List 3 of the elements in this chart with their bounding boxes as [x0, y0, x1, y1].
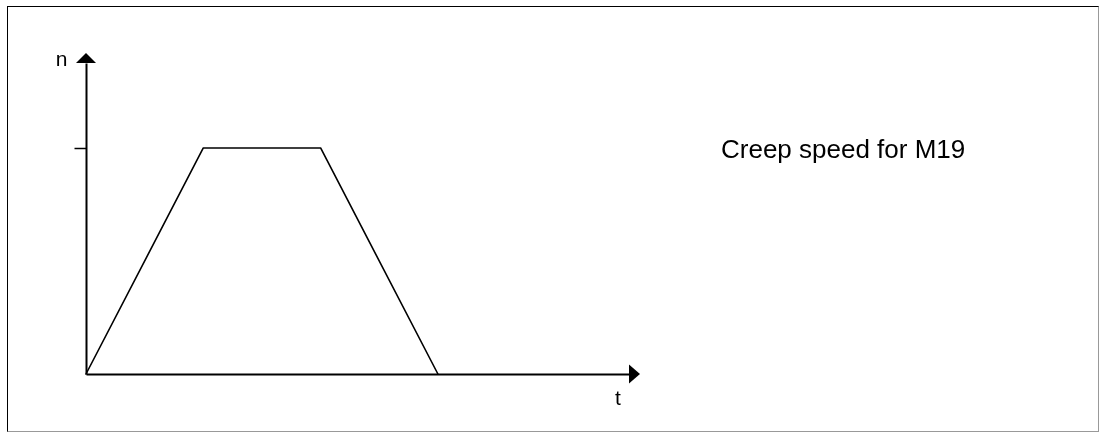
- text: t: [615, 386, 621, 409]
- text: Creep speed for M19: [721, 134, 966, 164]
- y-axis-title: n: [55, 46, 68, 70]
